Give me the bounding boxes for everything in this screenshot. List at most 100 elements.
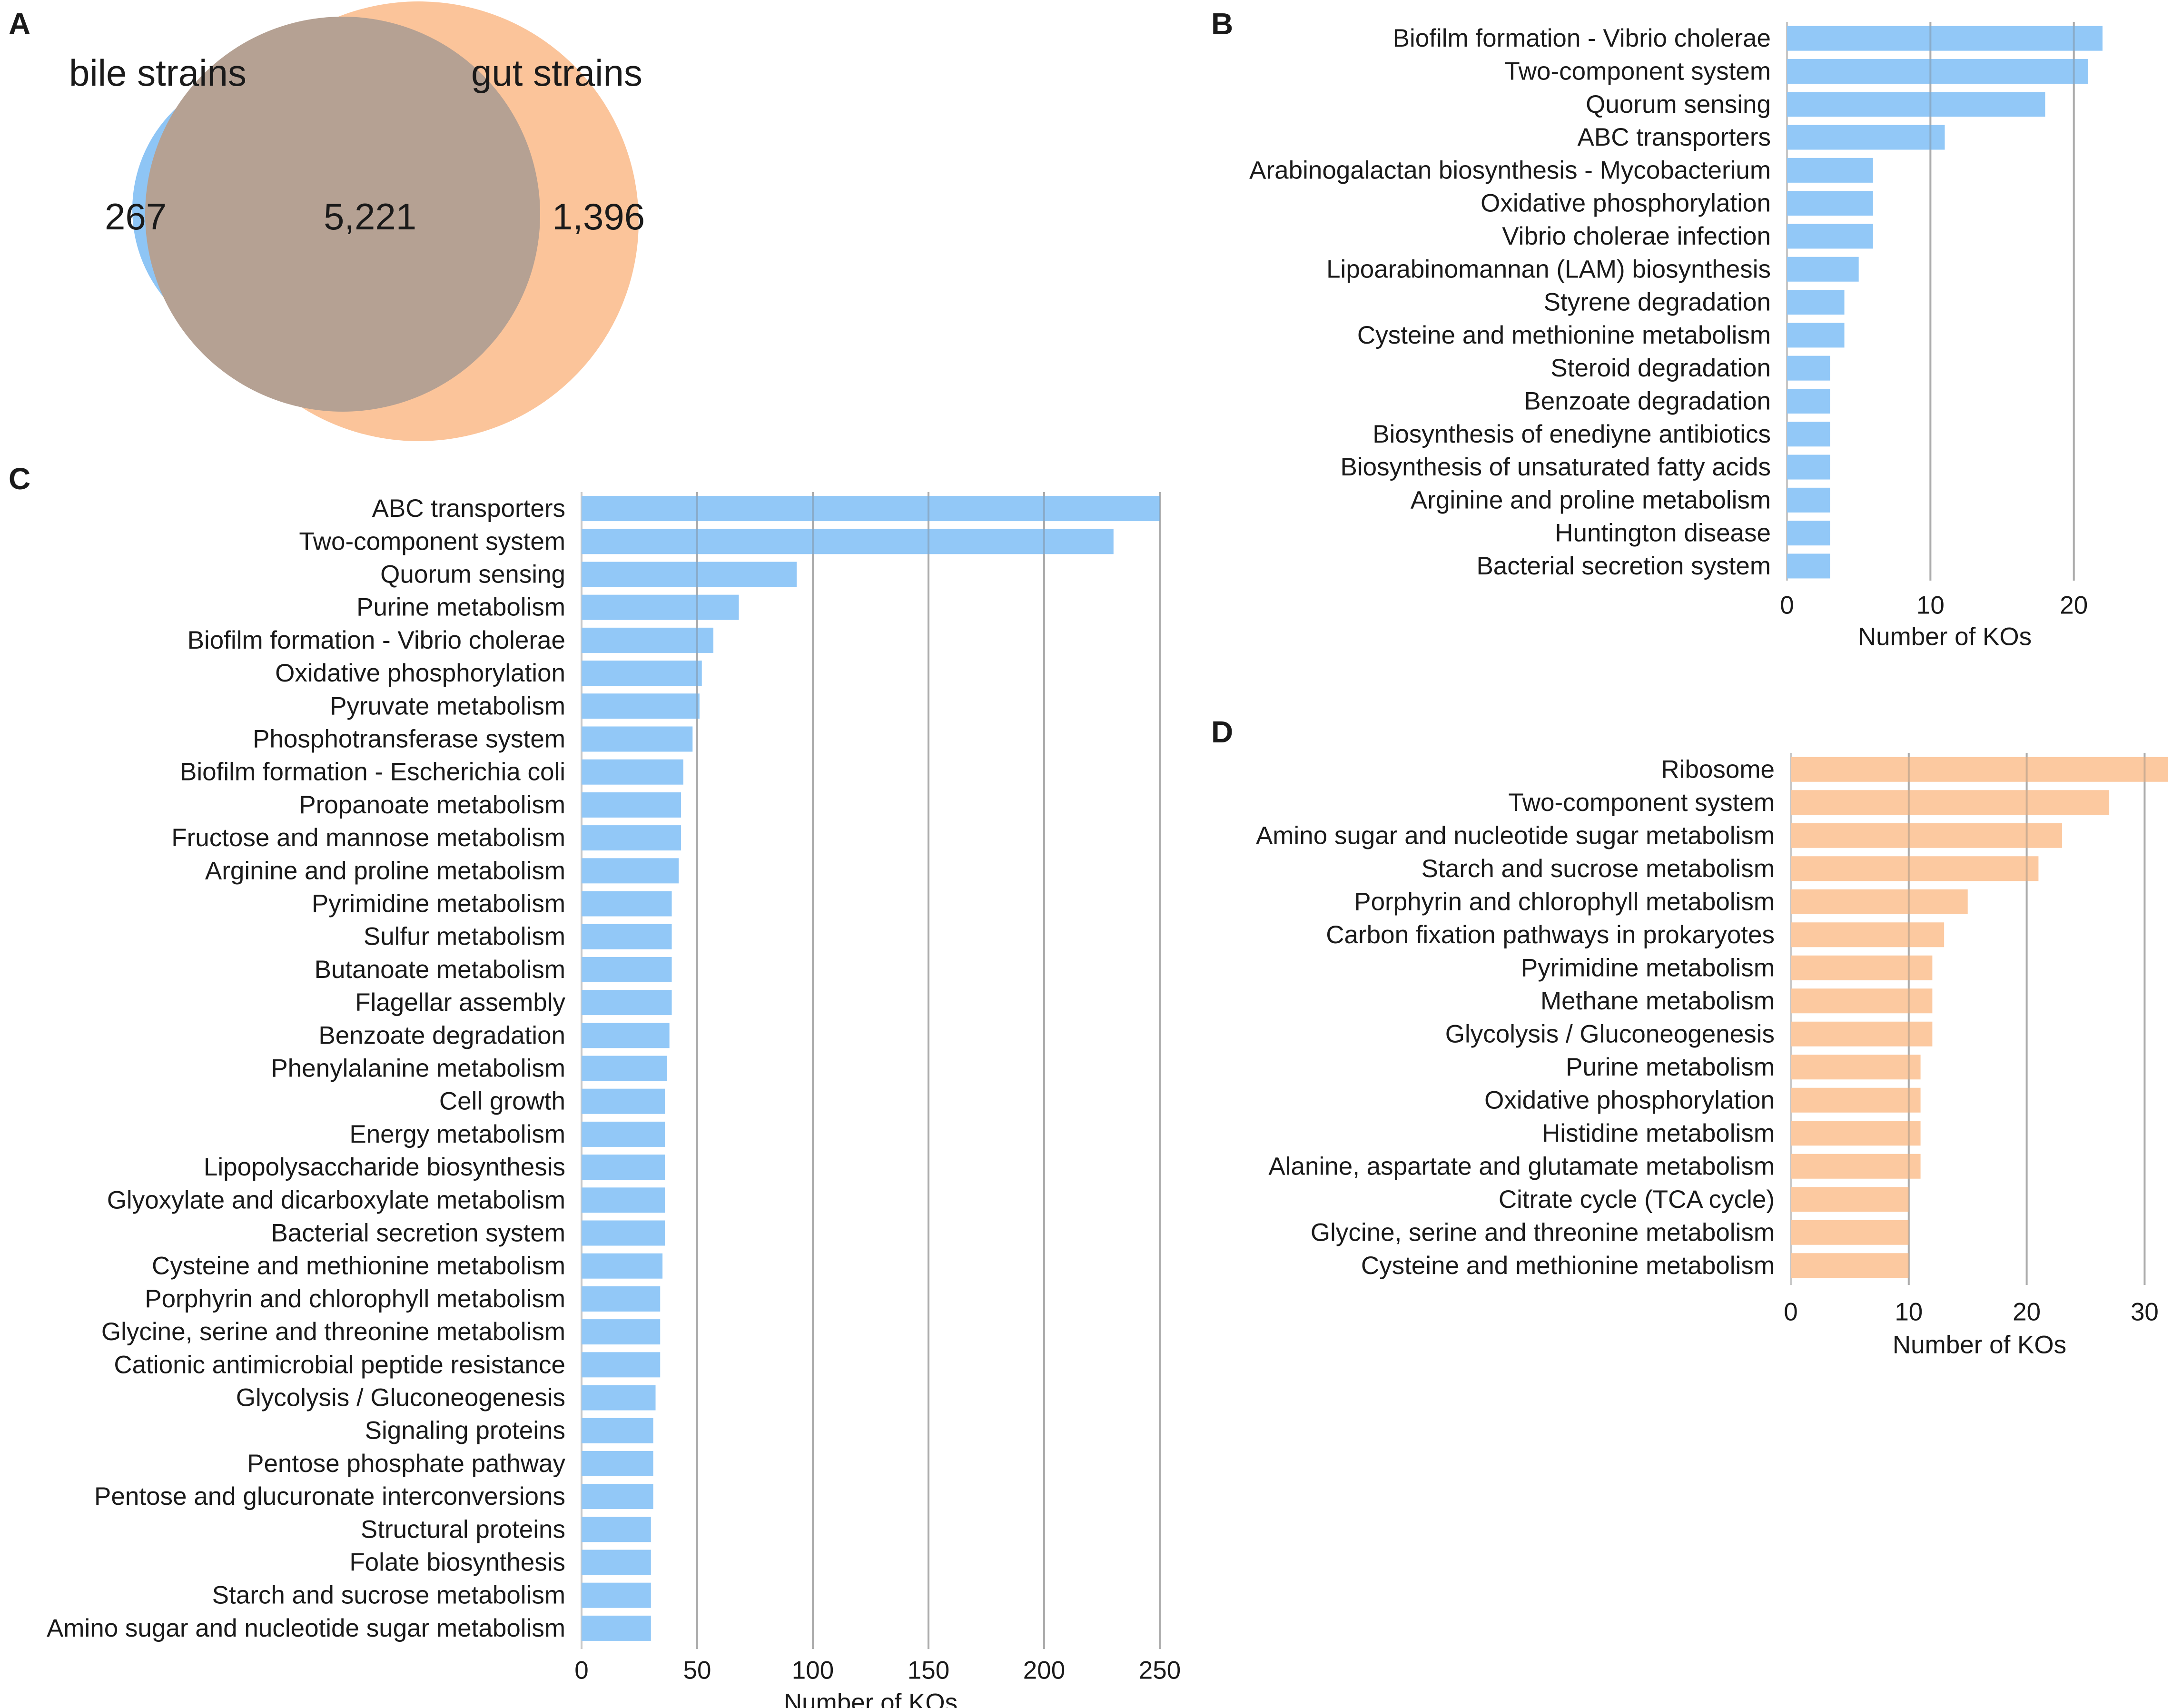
category-label: Lipopolysaccharide biosynthesis (204, 1153, 565, 1181)
category-label: Pentose and glucuronate interconversions (94, 1482, 565, 1511)
category-label: Two-component system (1508, 789, 1775, 817)
bar (1791, 1154, 1921, 1179)
category-label: Starch and sucrose metabolism (1422, 855, 1775, 883)
bar (1787, 125, 1945, 150)
bar (582, 1088, 665, 1114)
category-label: ABC transporters (1578, 123, 1771, 151)
bar (1787, 521, 1830, 546)
venn-overlap-region (145, 17, 540, 412)
bar (1791, 1055, 1921, 1080)
category-label: Steroid degradation (1550, 354, 1771, 382)
category-label: Starch and sucrose metabolism (212, 1581, 565, 1609)
panel-letter-b: B (1211, 7, 1233, 41)
category-label: Huntington disease (1555, 519, 1771, 547)
category-label: Cysteine and methionine metabolism (152, 1252, 565, 1280)
bar (1787, 92, 2045, 117)
bar (1787, 158, 1873, 183)
category-label: Phosphotransferase system (253, 725, 565, 753)
bar (1791, 1021, 1933, 1047)
category-label: Glycolysis / Gluconeogenesis (1445, 1020, 1775, 1048)
category-label: Citrate cycle (TCA cycle) (1499, 1185, 1775, 1214)
category-label: Cationic antimicrobial peptide resistanc… (114, 1351, 565, 1379)
bar (1791, 823, 2062, 848)
category-label: Methane metabolism (1540, 987, 1775, 1015)
bar (1791, 988, 1933, 1014)
bar (1791, 922, 1945, 948)
bar (582, 529, 1114, 554)
bar (1787, 553, 1830, 579)
bar (582, 693, 700, 719)
category-label: Pyrimidine metabolism (1521, 954, 1775, 982)
bar (1791, 889, 1968, 914)
x-tick-label: 0 (1784, 1298, 1797, 1326)
venn-diagram: A bile strains gut strains 267 5,221 1,3… (9, 1, 645, 441)
bar (582, 1615, 651, 1641)
bar (582, 726, 693, 752)
bar (1787, 290, 1845, 315)
category-label: Two-component system (299, 527, 565, 555)
category-label: Vibrio cholerae infection (1502, 222, 1771, 250)
bar (1791, 1121, 1921, 1146)
bar (1791, 1187, 1909, 1212)
x-axis-title: Number of KOs (1893, 1331, 2066, 1359)
panel-letter-a: A (9, 7, 30, 41)
bar (582, 496, 1160, 522)
bar (1791, 790, 2110, 815)
category-label: Flagellar assembly (355, 988, 565, 1017)
bar (582, 858, 679, 884)
category-label: Pyrimidine metabolism (312, 890, 565, 918)
category-label: Purine metabolism (356, 593, 565, 622)
bar-chart-b: Biofilm formation - Vibrio cholerae Two-c… (1249, 22, 2103, 651)
category-label: Quorum sensing (1586, 90, 1771, 118)
category-label: Biofilm formation - Escherichia coli (180, 758, 565, 786)
bar (582, 825, 681, 851)
bar-chart-c: ABC transporters Two-component system Quor… (47, 492, 1181, 1708)
bar (582, 1253, 663, 1279)
bar (1787, 323, 1845, 348)
bar (582, 1286, 661, 1312)
category-label: Lipoarabinomannan (LAM) biosynthesis (1326, 255, 1771, 283)
bar (1791, 1253, 1909, 1278)
category-label: Fructose and mannose metabolism (171, 824, 565, 852)
category-label: Biosynthesis of enediyne antibiotics (1372, 420, 1771, 448)
bar (582, 1550, 651, 1575)
category-label: Glycine, serine and threonine metabolism (1311, 1218, 1775, 1246)
bar (582, 1319, 661, 1345)
bar (582, 1121, 665, 1147)
bar (1787, 388, 1830, 414)
bar (1787, 422, 1830, 447)
x-tick-label: 0 (574, 1657, 588, 1685)
category-label: Oxidative phosphorylation (1484, 1086, 1775, 1114)
x-tick-label: 150 (908, 1657, 949, 1685)
bar (1787, 454, 1830, 480)
bar (1787, 26, 2103, 51)
category-label: Oxidative phosphorylation (1481, 189, 1771, 217)
bar (1787, 191, 1873, 216)
bar (1787, 224, 1873, 249)
x-tick-label: 30 (2131, 1298, 2159, 1326)
bar (582, 990, 672, 1016)
bar (1791, 757, 2168, 782)
bar (582, 1056, 667, 1081)
category-label: Porphyrin and chlorophyll metabolism (145, 1285, 565, 1313)
category-label: Alanine, aspartate and glutamate metabol… (1268, 1152, 1775, 1180)
category-label: Glycolysis / Gluconeogenesis (236, 1384, 565, 1412)
bar (1787, 59, 2088, 84)
venn-count-bile-only: 267 (105, 196, 167, 237)
category-label: Styrene degradation (1544, 288, 1771, 316)
bar (582, 759, 683, 785)
category-label: Cysteine and methionine metabolism (1361, 1252, 1775, 1280)
category-label: Structural proteins (361, 1515, 565, 1543)
bar (582, 1385, 656, 1411)
category-label: Two-component system (1504, 57, 1771, 85)
category-label: Folate biosynthesis (349, 1549, 565, 1577)
category-label: Glycine, serine and threonine metabolism (101, 1318, 565, 1346)
x-tick-label: 50 (683, 1657, 711, 1685)
x-tick-label: 20 (2013, 1298, 2041, 1326)
category-label: Biofilm formation - Vibrio cholerae (1393, 24, 1771, 52)
category-label: Benzoate degradation (318, 1021, 565, 1049)
x-tick-label: 10 (1916, 592, 1945, 620)
category-label: Propanoate metabolism (299, 791, 565, 819)
panel-letter-d: D (1211, 715, 1233, 749)
category-label: Phenylalanine metabolism (271, 1055, 565, 1083)
